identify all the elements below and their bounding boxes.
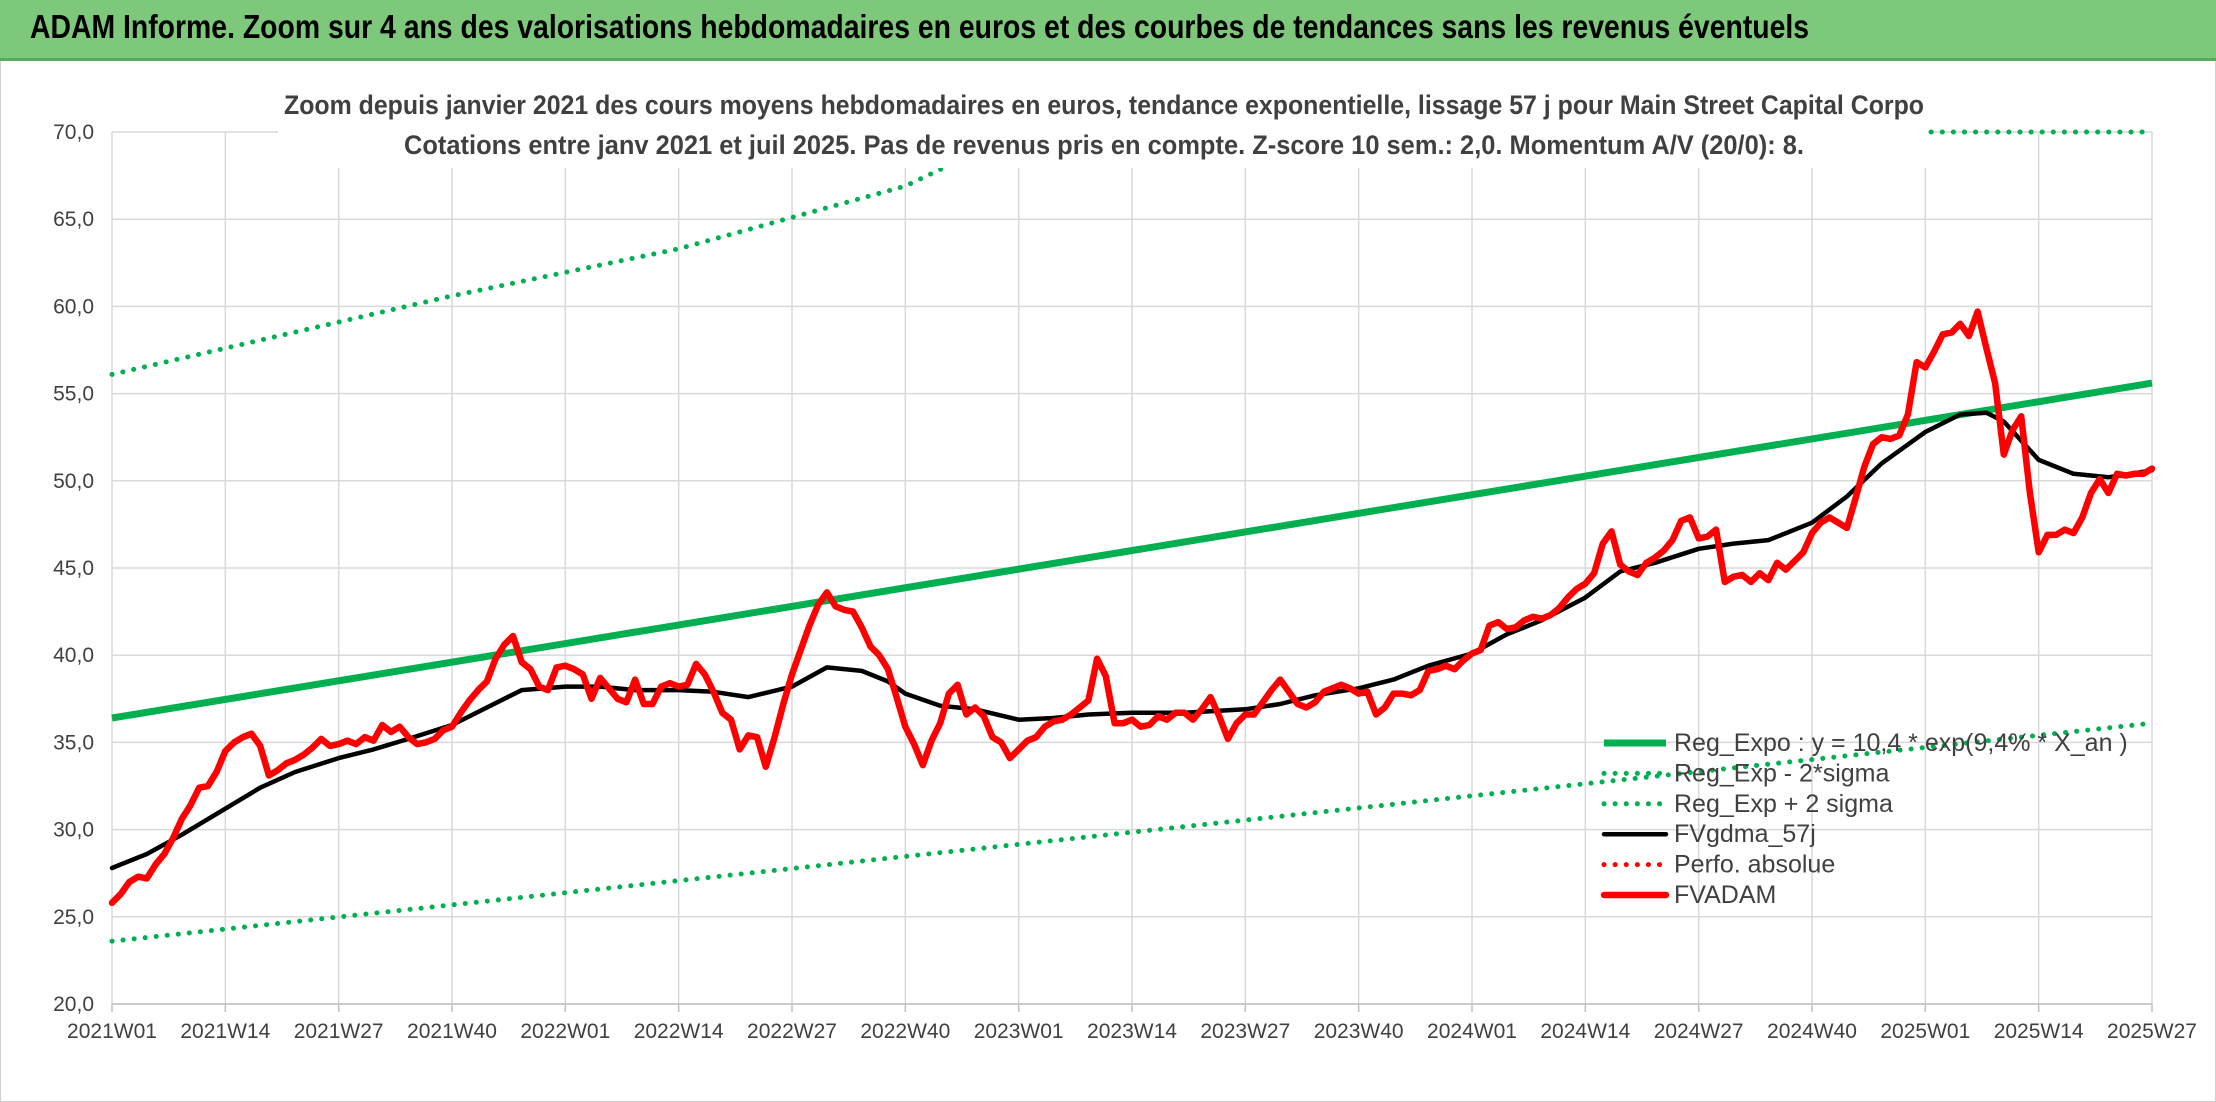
banner-title: ADAM Informe. Zoom sur 4 ans des valoris… bbox=[30, 8, 1810, 45]
chart-title-area: Zoom depuis janvier 2021 des cours moyen… bbox=[278, 86, 1928, 168]
x-tick-label: 2023W27 bbox=[1200, 1020, 1290, 1043]
y-tick-label: 65,0 bbox=[53, 208, 94, 231]
x-tick-label: 2023W14 bbox=[1087, 1020, 1177, 1043]
x-tick-label: 2024W27 bbox=[1654, 1020, 1744, 1043]
y-tick-label: 45,0 bbox=[53, 557, 94, 580]
series-line-reg-expo-y-10-4-exp-9-4-x-an bbox=[111, 379, 2153, 722]
legend-label: FVgdma_57j bbox=[1674, 820, 1816, 848]
axis-layer: 20,0 25,0 30,0 35,0 40,0 45,0 50,0 55,0 60,0 65,0… bbox=[53, 121, 2197, 1043]
y-tick-label: 55,0 bbox=[53, 383, 94, 406]
y-tick-label: 40,0 bbox=[53, 644, 94, 667]
y-tick-label: 25,0 bbox=[53, 906, 94, 929]
chart-title: Zoom depuis janvier 2021 des cours moyen… bbox=[284, 90, 1924, 120]
chart-subtitle: Cotations entre janv 2021 et juil 2025. … bbox=[404, 130, 1804, 160]
y-tick-label: 50,0 bbox=[53, 470, 94, 493]
y-tick-label: 30,0 bbox=[53, 819, 94, 842]
x-tick-label: 2025W27 bbox=[2107, 1020, 2197, 1043]
y-tick-label: 20,0 bbox=[53, 993, 94, 1016]
banner: ADAM Informe. Zoom sur 4 ans des valoris… bbox=[0, 0, 2216, 61]
x-tick-label: 2021W27 bbox=[294, 1020, 384, 1043]
legend-label: Reg_Exp - 2*sigma bbox=[1674, 759, 1889, 787]
x-tick-label: 2022W14 bbox=[634, 1020, 724, 1043]
legend-label: Reg_Expo : y = 10,4 * exp(9,4% * X_an ) bbox=[1674, 729, 2128, 757]
x-tick-label: 2021W14 bbox=[180, 1020, 270, 1043]
series-line-fvadam bbox=[108, 308, 2156, 907]
legend-label: FVADAM bbox=[1674, 881, 1776, 909]
x-tick-label: 2022W40 bbox=[860, 1020, 950, 1043]
x-tick-label: 2021W40 bbox=[407, 1020, 497, 1043]
series-line-reg-exp-2-sigma bbox=[109, 720, 2155, 944]
y-tick-label: 35,0 bbox=[53, 731, 94, 754]
x-tick-label: 2025W01 bbox=[1880, 1020, 1970, 1043]
x-tick-label: 2023W01 bbox=[974, 1020, 1064, 1043]
x-tick-label: 2022W01 bbox=[520, 1020, 610, 1043]
line-chart: Zoom depuis janvier 2021 des cours moyen… bbox=[53, 86, 2197, 1043]
x-tick-label: 2022W27 bbox=[747, 1020, 837, 1043]
grid-layer bbox=[111, 131, 2153, 1012]
x-tick-label: 2024W01 bbox=[1427, 1020, 1517, 1043]
legend-label: Perfo. absolue bbox=[1674, 851, 1835, 879]
x-tick-label: 2023W40 bbox=[1314, 1020, 1404, 1043]
x-tick-label: 2024W14 bbox=[1540, 1020, 1630, 1043]
y-tick-label: 60,0 bbox=[53, 295, 94, 318]
y-tick-label: 70,0 bbox=[53, 121, 94, 144]
title-background bbox=[278, 86, 1928, 168]
x-tick-label: 2025W14 bbox=[1994, 1020, 2084, 1043]
x-tick-label: 2021W01 bbox=[67, 1020, 157, 1043]
legend-label: Reg_Exp + 2 sigma bbox=[1674, 790, 1893, 818]
legend: Reg_Expo : y = 10,4 * exp(9,4% * X_an )R… bbox=[1600, 729, 2128, 909]
x-tick-label: 2024W40 bbox=[1767, 1020, 1857, 1043]
